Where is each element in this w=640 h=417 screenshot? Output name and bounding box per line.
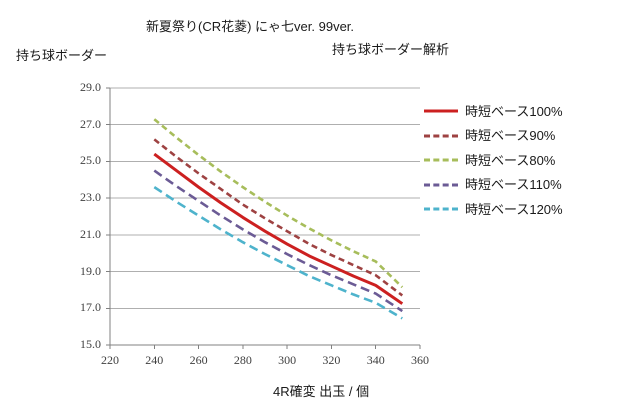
axis-ticks xyxy=(106,87,421,349)
legend-label: 時短ベース120% xyxy=(465,201,563,217)
series-line xyxy=(153,138,404,297)
x-tick-label: 360 xyxy=(411,353,429,367)
x-tick-label: 300 xyxy=(278,353,297,367)
y-tick-label: 19.0 xyxy=(80,263,101,278)
chart-title-sub: 持ち球ボーダー解析 xyxy=(332,42,450,57)
legend-swatch-icon xyxy=(424,203,458,215)
legend-item[interactable]: 時短ベース120% xyxy=(424,197,624,222)
legend-label: 時短ベース100% xyxy=(465,103,563,119)
legend-swatch-icon xyxy=(424,154,458,166)
legend-label: 時短ベース80% xyxy=(465,152,556,168)
legend-label: 時短ベース90% xyxy=(465,128,556,144)
x-tick-label: 280 xyxy=(233,353,252,367)
legend-swatch-icon xyxy=(424,130,458,142)
legend-item[interactable]: 時短ベース90% xyxy=(424,124,624,149)
y-tick-label: 15.0 xyxy=(80,337,101,351)
legend-swatch-icon xyxy=(424,179,458,191)
y-tick-label: 27.0 xyxy=(80,116,101,131)
y-tick-label: 29.0 xyxy=(80,80,101,94)
legend-label: 時短ベース110% xyxy=(465,177,562,193)
chart-legend: 時短ベース100% 時短ベース90% 時短ベース80% 時短ベース110% 時短ベース1… xyxy=(424,99,624,222)
legend-item[interactable]: 時短ベース110% xyxy=(424,173,624,198)
legend-item[interactable]: 時短ベース100% xyxy=(424,99,624,124)
x-tick-label: 260 xyxy=(189,353,208,367)
y-tick-label: 23.0 xyxy=(80,190,101,205)
y-tick-label: 17.0 xyxy=(80,300,101,315)
axis-lines xyxy=(109,88,420,346)
y-tick-label: 21.0 xyxy=(80,226,101,241)
series-line xyxy=(153,186,403,320)
x-axis-title: 4R確変 出玉 / 個 xyxy=(273,384,370,399)
chart-title-main: 新夏祭り(CR花菱) にゃ七ver. 99ver. xyxy=(146,19,355,34)
series-line xyxy=(153,169,404,313)
y-axis-title: 持ち球ボーダー xyxy=(16,48,108,63)
x-tick-label: 240 xyxy=(145,353,164,367)
x-tick-label: 320 xyxy=(322,353,341,367)
legend-swatch-icon xyxy=(424,105,458,117)
series-line xyxy=(153,118,404,289)
legend-item[interactable]: 時短ベース80% xyxy=(424,148,624,173)
data-series-group xyxy=(153,118,404,320)
x-tick-label: 220 xyxy=(101,353,119,367)
x-tick-label: 340 xyxy=(366,353,385,367)
y-tick-label: 25.0 xyxy=(80,153,101,168)
series-line xyxy=(153,152,404,305)
